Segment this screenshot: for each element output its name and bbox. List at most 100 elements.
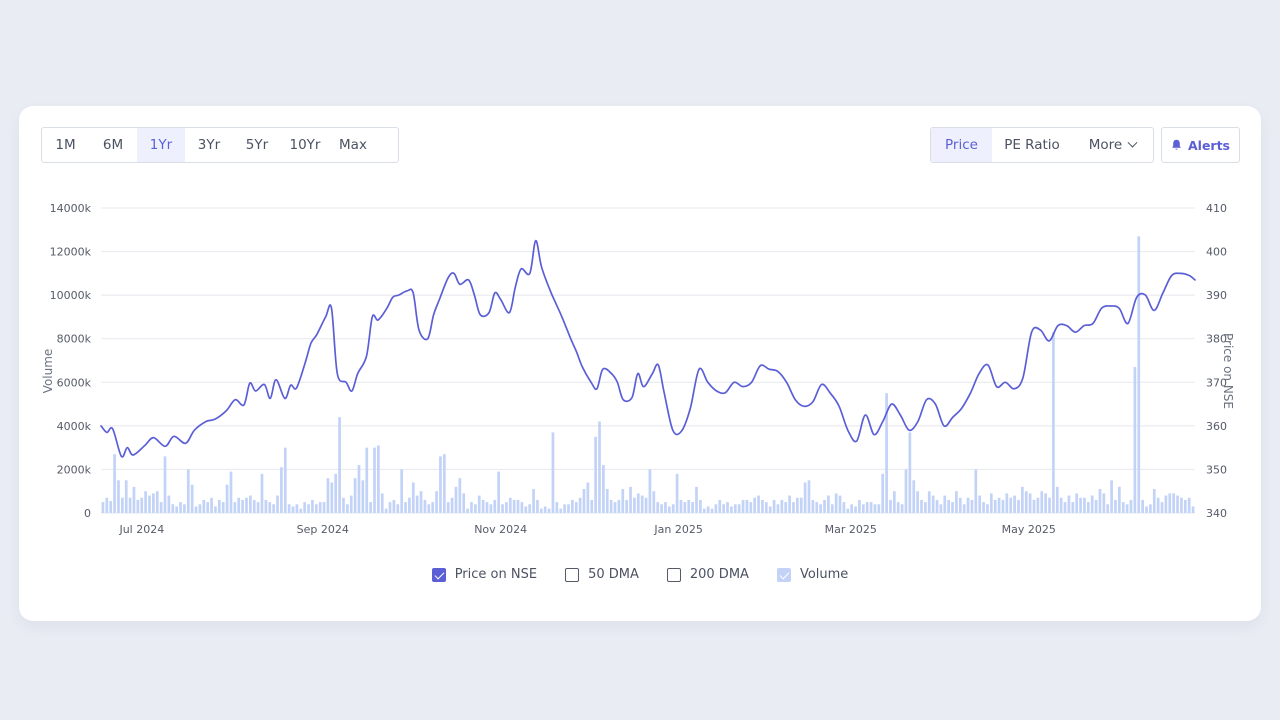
alerts-button[interactable]: Alerts	[1161, 127, 1240, 163]
volume-bar	[869, 502, 873, 513]
volume-bar	[202, 499, 206, 513]
volume-bar	[574, 502, 578, 513]
volume-bar	[838, 495, 842, 513]
range-tab-1yr[interactable]: 1Yr	[137, 128, 185, 162]
volume-bar	[357, 465, 361, 513]
volume-bar	[1145, 506, 1148, 513]
volume-bar	[365, 447, 369, 513]
volume-bar	[342, 497, 345, 513]
volume-bar	[768, 506, 772, 513]
bell-icon	[1171, 139, 1181, 150]
volume-bar	[1176, 495, 1179, 513]
volume-bar	[152, 493, 155, 513]
range-tab-10yr[interactable]: 10Yr	[289, 137, 321, 153]
volume-bar	[132, 486, 136, 513]
volume-bar	[1024, 491, 1028, 513]
x-tick-label: Jan 2025	[653, 523, 702, 536]
metric-tab-price[interactable]: Price	[931, 128, 992, 162]
volume-bar	[924, 502, 927, 513]
volume-bar	[1075, 493, 1079, 513]
range-tab-5yr[interactable]: 5Yr	[245, 137, 269, 153]
more-label: More	[1088, 137, 1123, 153]
volume-bar	[543, 506, 547, 513]
volume-bar	[260, 473, 264, 513]
volume-bar	[446, 502, 450, 513]
volume-bar	[671, 504, 675, 513]
volume-bar	[225, 484, 229, 513]
volume-bar	[1160, 502, 1164, 513]
volume-bar	[974, 469, 978, 513]
volume-bar	[664, 502, 667, 513]
volume-bar	[667, 506, 671, 513]
volume-bar	[617, 499, 621, 513]
legend-label: 50 DMA	[588, 567, 639, 582]
volume-bar	[555, 502, 559, 513]
checkbox-unchecked-icon[interactable]	[666, 567, 681, 582]
volume-bar	[400, 469, 404, 513]
volume-bar	[823, 499, 826, 513]
volume-bar	[830, 504, 834, 513]
volume-bar	[590, 499, 594, 513]
volume-bar	[466, 508, 469, 513]
volume-bar	[958, 497, 962, 513]
legend-50-dma[interactable]: 50 DMA	[565, 567, 639, 582]
volume-bar	[811, 499, 815, 513]
x-tick-label: Nov 2024	[474, 523, 527, 536]
checkbox-checked-icon[interactable]	[431, 567, 446, 582]
volume-bar	[481, 499, 485, 513]
legend-label: 200 DMA	[689, 567, 749, 582]
volume-bar	[691, 502, 694, 513]
checkbox-checked-icon[interactable]	[776, 567, 791, 582]
volume-bar	[896, 502, 900, 513]
metric-more-dropdown[interactable]: More	[1072, 128, 1153, 162]
range-tab-max[interactable]: Max	[339, 137, 367, 153]
volume-bar	[567, 504, 570, 513]
volume-bar	[598, 421, 601, 513]
checkbox-unchecked-icon[interactable]	[565, 567, 580, 582]
volume-bar	[214, 506, 217, 513]
range-tab-3yr[interactable]: 3Yr	[197, 137, 221, 153]
volume-bar	[388, 502, 392, 513]
volume-bar	[276, 495, 279, 513]
volume-bar	[175, 506, 179, 513]
volume-bar	[1172, 493, 1176, 513]
legend-volume[interactable]: Volume	[776, 567, 849, 582]
volume-bar	[675, 473, 679, 513]
volume-bar	[730, 506, 733, 513]
range-tab-1m[interactable]: 1M	[55, 137, 76, 153]
volume-bar	[303, 502, 307, 513]
volume-bar	[955, 491, 958, 513]
volume-bar	[295, 504, 299, 513]
volume-bar	[737, 504, 741, 513]
volume-bar	[807, 480, 811, 513]
y-left-tick-label: 8000k	[57, 333, 92, 346]
volume-bar	[609, 499, 613, 513]
volume-bar	[508, 497, 512, 513]
legend-label: Volume	[799, 567, 849, 582]
volume-bar	[245, 497, 248, 513]
volume-bar	[1106, 504, 1110, 513]
volume-bar	[714, 504, 718, 513]
volume-bar	[1183, 499, 1187, 513]
volume-bar	[349, 495, 353, 513]
volume-bar	[470, 502, 473, 513]
volume-bar	[322, 502, 326, 513]
volume-bar	[605, 489, 609, 513]
volume-bar	[989, 493, 993, 513]
range-tab-6m[interactable]: 6M	[102, 137, 124, 153]
volume-bar	[1028, 493, 1032, 513]
x-tick-label: Jul 2024	[118, 523, 164, 536]
legend-200-dma[interactable]: 200 DMA	[666, 567, 749, 582]
volume-bar	[252, 499, 256, 513]
volume-bar	[912, 480, 916, 513]
volume-bar	[636, 493, 640, 513]
volume-bar	[190, 484, 194, 513]
legend-price-on-nse[interactable]: Price on NSE	[431, 567, 537, 582]
volume-bar	[113, 454, 116, 513]
volume-bar	[392, 499, 396, 513]
volume-bar	[140, 497, 144, 513]
volume-bar	[249, 495, 252, 513]
metric-tab-pe-ratio[interactable]: PE Ratio	[1004, 137, 1060, 153]
volume-bar	[1141, 499, 1144, 513]
volume-bar	[644, 497, 648, 513]
